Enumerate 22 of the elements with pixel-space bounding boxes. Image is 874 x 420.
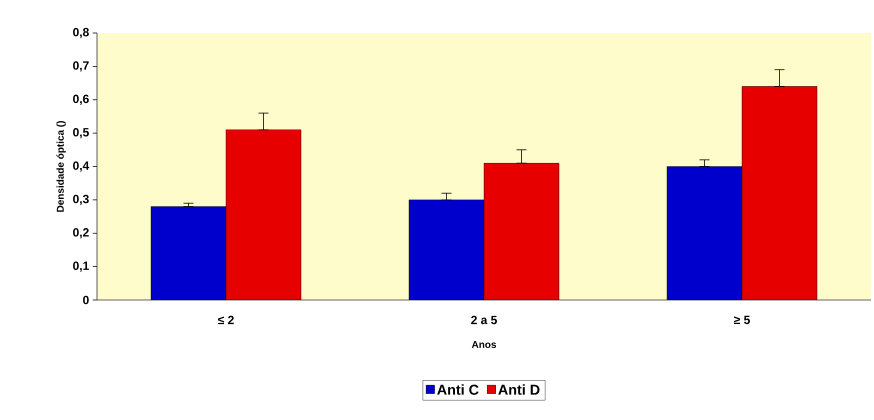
y-tick-label: 0,4 [73, 161, 90, 172]
y-tick-label: 0,5 [73, 128, 89, 138]
x-tick-label: 2 a 5 [471, 316, 497, 324]
bar [150, 206, 226, 300]
bar [226, 130, 302, 300]
y-tick-label: 0 [83, 296, 89, 304]
y-tick-label: 0,7 [73, 61, 89, 72]
y-tick-label: 0,3 [73, 194, 89, 205]
y-tick-label: 0,8 [73, 28, 89, 38]
y-tick-label: 0,2 [73, 228, 89, 238]
legend-label: Anti C [437, 384, 479, 395]
bar [666, 166, 742, 300]
x-tick-label: ≤ 2 [218, 316, 234, 324]
bar [742, 86, 818, 300]
x-tick-label: ≥ 5 [734, 316, 750, 324]
legend-label: Anti D [498, 384, 540, 395]
y-tick-label: 0,6 [73, 94, 89, 105]
bar [408, 200, 484, 300]
bar [484, 162, 560, 300]
y-tick-label: 0,1 [73, 262, 89, 272]
x-axis-title: Anos [472, 341, 496, 348]
y-axis-title: Densidade óptica () [56, 121, 66, 212]
